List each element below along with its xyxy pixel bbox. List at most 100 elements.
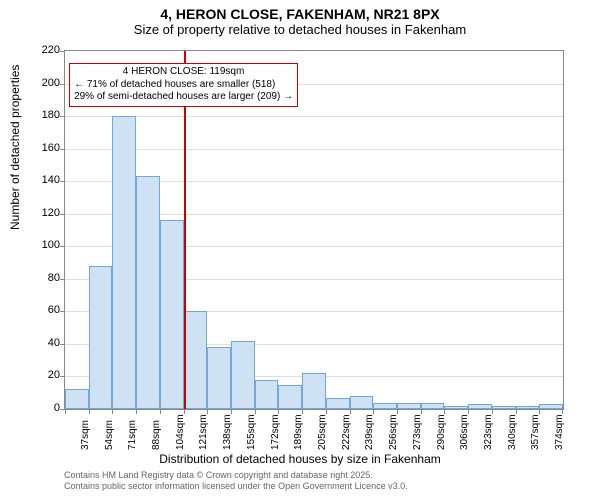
x-tick-mark <box>278 409 279 414</box>
x-tick-mark <box>421 409 422 414</box>
gridline-h <box>65 149 563 150</box>
x-tick-label: 121sqm <box>198 414 209 450</box>
y-tick-mark <box>60 181 65 182</box>
chart-plot-area: 4 HERON CLOSE: 119sqm← 71% of detached h… <box>64 50 564 410</box>
y-tick-label: 80 <box>30 272 60 284</box>
title-line2: Size of property relative to detached ho… <box>0 22 600 37</box>
x-tick-label: 357sqm <box>530 414 541 450</box>
x-tick-mark <box>444 409 445 414</box>
x-tick-label: 205sqm <box>317 414 328 450</box>
x-tick-mark <box>516 409 517 414</box>
x-tick-mark <box>65 409 66 414</box>
y-tick-mark <box>60 246 65 247</box>
annotation-line3: 29% of semi-detached houses are larger (… <box>74 91 293 104</box>
histogram-bar <box>421 403 445 410</box>
y-tick-mark <box>60 84 65 85</box>
y-tick-label: 220 <box>30 44 60 56</box>
histogram-bar <box>160 220 184 409</box>
histogram-bar <box>207 347 231 409</box>
x-tick-mark <box>468 409 469 414</box>
x-tick-mark <box>160 409 161 414</box>
x-tick-label: 54sqm <box>104 420 115 450</box>
x-tick-label: 138sqm <box>222 414 233 450</box>
x-tick-mark <box>539 409 540 414</box>
footer-attribution: Contains HM Land Registry data © Crown c… <box>64 470 408 492</box>
x-tick-label: 256sqm <box>388 414 399 450</box>
x-tick-mark <box>207 409 208 414</box>
x-axis-label: Distribution of detached houses by size … <box>0 452 600 466</box>
gridline-h <box>65 116 563 117</box>
histogram-bar <box>136 176 160 409</box>
y-tick-label: 160 <box>30 142 60 154</box>
x-tick-mark <box>492 409 493 414</box>
x-tick-mark <box>255 409 256 414</box>
x-tick-label: 323sqm <box>483 414 494 450</box>
x-tick-mark <box>373 409 374 414</box>
x-tick-label: 189sqm <box>293 414 304 450</box>
histogram-bar <box>492 406 516 409</box>
x-tick-label: 104sqm <box>175 414 186 450</box>
x-tick-mark <box>184 409 185 414</box>
x-tick-mark <box>302 409 303 414</box>
x-tick-label: 273sqm <box>412 414 423 450</box>
histogram-bar <box>468 404 492 409</box>
title-line1: 4, HERON CLOSE, FAKENHAM, NR21 8PX <box>0 6 600 22</box>
chart-title-block: 4, HERON CLOSE, FAKENHAM, NR21 8PX Size … <box>0 0 600 37</box>
y-tick-label: 180 <box>30 109 60 121</box>
y-tick-mark <box>60 51 65 52</box>
y-tick-label: 20 <box>30 369 60 381</box>
y-tick-mark <box>60 376 65 377</box>
histogram-bar <box>65 389 89 409</box>
x-tick-label: 155sqm <box>246 414 257 450</box>
annotation-line1: 4 HERON CLOSE: 119sqm <box>74 66 293 79</box>
footer-line1: Contains HM Land Registry data © Crown c… <box>64 470 408 481</box>
x-tick-mark <box>326 409 327 414</box>
y-tick-label: 60 <box>30 304 60 316</box>
x-tick-mark <box>397 409 398 414</box>
x-tick-label: 222sqm <box>341 414 352 450</box>
x-tick-mark <box>562 409 563 414</box>
x-tick-mark <box>231 409 232 414</box>
x-tick-label: 374sqm <box>554 414 565 450</box>
histogram-bar <box>539 404 563 409</box>
x-tick-label: 37sqm <box>80 420 91 450</box>
x-tick-label: 290sqm <box>436 414 447 450</box>
histogram-bar <box>278 385 302 409</box>
x-tick-mark <box>350 409 351 414</box>
footer-line2: Contains public sector information licen… <box>64 481 408 492</box>
y-tick-mark <box>60 279 65 280</box>
x-tick-label: 306sqm <box>459 414 470 450</box>
x-tick-mark <box>136 409 137 414</box>
y-tick-label: 140 <box>30 174 60 186</box>
histogram-bar <box>397 403 421 410</box>
histogram-bar <box>302 373 326 409</box>
y-tick-mark <box>60 214 65 215</box>
y-tick-mark <box>60 311 65 312</box>
histogram-bar <box>373 403 397 410</box>
histogram-bar <box>89 266 113 409</box>
histogram-bar <box>350 396 374 409</box>
x-tick-mark <box>89 409 90 414</box>
x-tick-label: 172sqm <box>270 414 281 450</box>
x-tick-label: 88sqm <box>151 420 162 450</box>
y-tick-label: 120 <box>30 207 60 219</box>
y-tick-label: 0 <box>30 402 60 414</box>
y-axis-label: Number of detached properties <box>8 65 22 230</box>
x-tick-label: 340sqm <box>507 414 518 450</box>
x-tick-label: 71sqm <box>127 420 138 450</box>
x-tick-mark <box>112 409 113 414</box>
annotation-box: 4 HERON CLOSE: 119sqm← 71% of detached h… <box>69 63 298 107</box>
histogram-bar <box>231 341 255 409</box>
y-tick-label: 200 <box>30 77 60 89</box>
y-tick-mark <box>60 116 65 117</box>
histogram-bar <box>444 406 468 409</box>
y-tick-mark <box>60 344 65 345</box>
histogram-bar <box>326 398 350 409</box>
y-tick-label: 100 <box>30 239 60 251</box>
annotation-line2: ← 71% of detached houses are smaller (51… <box>74 79 293 92</box>
histogram-bar <box>184 311 208 409</box>
y-tick-mark <box>60 149 65 150</box>
y-tick-label: 40 <box>30 337 60 349</box>
histogram-bar <box>112 116 136 409</box>
histogram-bar <box>255 380 279 409</box>
